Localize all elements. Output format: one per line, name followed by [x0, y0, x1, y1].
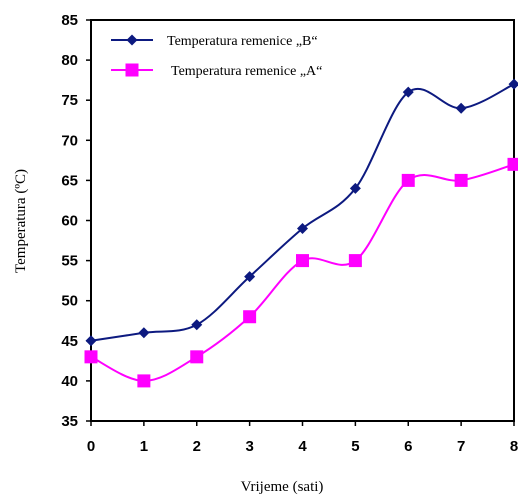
- data-point-b: [297, 223, 308, 235]
- x-tick-label: 5: [351, 438, 359, 455]
- series-a: [84, 157, 518, 388]
- x-axis-label: Vrijeme (sati): [241, 479, 324, 495]
- data-point-b: [138, 327, 150, 339]
- x-tick-label: 8: [510, 438, 518, 455]
- data-point-a: [84, 350, 98, 364]
- y-axis-label: Temperatura (ºC): [13, 169, 29, 273]
- x-tick-label: 6: [404, 438, 412, 455]
- data-point-a: [454, 173, 468, 187]
- y-tick-label: 65: [61, 172, 78, 189]
- data-point-a: [137, 374, 151, 388]
- data-point-b: [455, 102, 467, 114]
- y-tick-label: 40: [61, 373, 78, 390]
- x-tick-label: 0: [87, 438, 95, 455]
- legend-marker-a: [125, 63, 139, 77]
- data-point-a: [296, 254, 309, 268]
- legend: Temperatura remenice „B“ Temperatura reme…: [111, 34, 322, 79]
- legend-label-b: Temperatura remenice „B“: [167, 34, 318, 49]
- data-point-b: [402, 86, 414, 98]
- y-tick-label: 45: [61, 333, 78, 350]
- x-tick-label: 4: [298, 438, 307, 455]
- y-tick-label: 50: [61, 293, 78, 310]
- plot-frame: [90, 19, 515, 422]
- data-point-a: [401, 173, 415, 187]
- y-tick-label: 55: [61, 253, 78, 270]
- series-b: [85, 78, 518, 347]
- data-point-b: [508, 78, 518, 90]
- y-tick-label: 75: [61, 92, 78, 109]
- data-point-b: [244, 271, 256, 283]
- data-point-a: [507, 157, 518, 171]
- y-tick-label: 60: [61, 213, 78, 230]
- y-tick-label: 85: [61, 12, 78, 29]
- x-tick-label: 2: [193, 438, 201, 455]
- data-point-b: [191, 319, 203, 331]
- legend-marker-b: [126, 34, 138, 46]
- y-tick-label: 70: [61, 132, 78, 149]
- data-point-a: [190, 350, 204, 364]
- x-tick-label: 3: [245, 438, 253, 455]
- x-tick-label: 1: [140, 438, 148, 455]
- data-point-a: [348, 254, 362, 268]
- y-tick-label: 80: [61, 52, 78, 69]
- legend-label-a: Temperatura remenice „A“: [171, 64, 322, 79]
- series-line-b: [90, 83, 515, 342]
- y-tick-label: 35: [61, 413, 78, 430]
- data-point-b: [85, 335, 97, 347]
- axes: [86, 19, 515, 426]
- x-tick-label: 7: [457, 438, 465, 455]
- series-line-a: [90, 163, 515, 382]
- data-point-a: [243, 310, 257, 324]
- series-group: [84, 78, 518, 388]
- data-point-b: [349, 182, 361, 194]
